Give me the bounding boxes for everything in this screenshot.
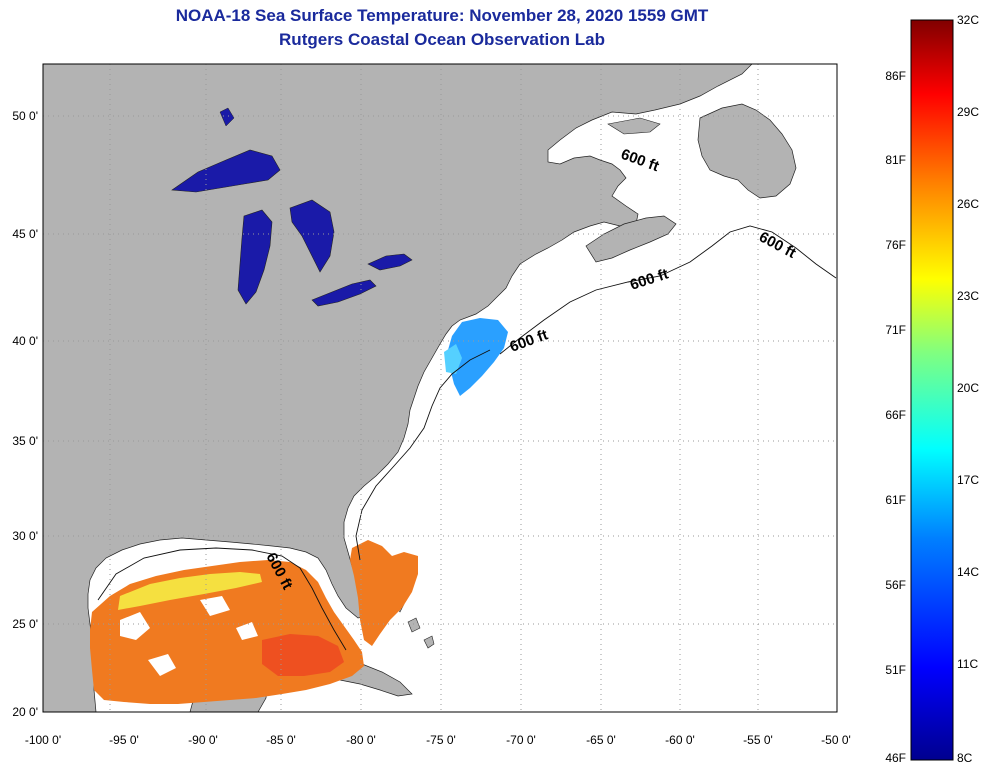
sst-patch-nearshore [444,344,462,374]
land-nova-scotia [585,215,677,263]
lake-superior [171,149,281,193]
lat-tick-label: 20 0' [12,705,38,719]
colorbar-celsius-labels: 32C 29C 26C 23C 20C 17C 14C 11C 8C [957,13,979,765]
lake-huron [289,199,335,273]
lon-tick-label: -60 0' [665,733,695,747]
colorbar-celsius-label: 14C [957,565,979,579]
sst-patch-florida-atlantic [350,540,418,646]
map-subtitle: Rutgers Coastal Ocean Observation Lab [279,30,605,49]
colorbar-fahrenheit-label: 56F [885,578,906,592]
lat-tick-label: 35 0' [12,434,38,448]
lon-tick-labels: -100 0' -95 0' -90 0' -85 0' -80 0' -75 … [25,733,851,747]
lat-tick-label: 45 0' [12,227,38,241]
colorbar-celsius-label: 23C [957,289,979,303]
colorbar-fahrenheit-label: 61F [885,493,906,507]
temperature-colorbar [910,19,954,761]
map-title: NOAA-18 Sea Surface Temperature: Novembe… [175,6,709,25]
sst-patch-gulf-cool [118,572,262,610]
lon-tick-label: -100 0' [25,733,61,747]
lake-ontario [367,253,413,271]
contour-600ft-gulf [97,547,347,651]
colorbar-fahrenheit-labels: 86F 81F 76F 71F 66F 61F 56F 51F 46F [885,69,906,765]
lon-tick-label: -95 0' [109,733,139,747]
lat-tick-label: 25 0' [12,617,38,631]
lon-tick-label: -70 0' [506,733,536,747]
lat-tick-label: 50 0' [12,109,38,123]
land-newfoundland [697,103,797,199]
colorbar-fahrenheit-label: 46F [885,751,906,765]
colorbar-fahrenheit-label: 51F [885,663,906,677]
colorbar-fahrenheit-label: 71F [885,323,906,337]
colorbar-celsius-label: 29C [957,105,979,119]
colorbar-fahrenheit-label: 66F [885,408,906,422]
lon-tick-label: -75 0' [426,733,456,747]
lat-tick-labels: 20 0' 25 0' 30 0' 35 0' 40 0' 45 0' 50 0… [12,109,38,719]
lon-tick-label: -50 0' [821,733,851,747]
sst-patch-caribbean [262,634,344,676]
colorbar-celsius-label: 32C [957,13,979,27]
colorbar-fahrenheit-label: 76F [885,238,906,252]
colorbar-celsius-label: 8C [957,751,973,765]
sst-patch-mid-atlantic [448,318,508,396]
lon-tick-label: -85 0' [266,733,296,747]
colorbar-celsius-label: 11C [957,657,978,671]
lon-tick-label: -55 0' [743,733,773,747]
lake-nipigon [219,107,235,127]
map-frame [42,63,838,713]
colorbar-celsius-label: 26C [957,197,979,211]
lon-tick-label: -80 0' [346,733,376,747]
colorbar-fahrenheit-label: 86F [885,69,906,83]
land-north-america [43,64,753,712]
colorbar-fahrenheit-label: 81F [885,153,906,167]
lat-tick-label: 40 0' [12,334,38,348]
land-anticosti [607,117,661,135]
lake-erie [311,279,377,307]
contour-600ft-northeast [499,225,837,355]
colorbar-celsius-label: 20C [957,381,979,395]
lon-tick-label: -90 0' [188,733,218,747]
lon-tick-label: -65 0' [586,733,616,747]
colorbar-celsius-label: 17C [957,473,979,487]
graticule [43,64,837,712]
lat-tick-label: 30 0' [12,529,38,543]
